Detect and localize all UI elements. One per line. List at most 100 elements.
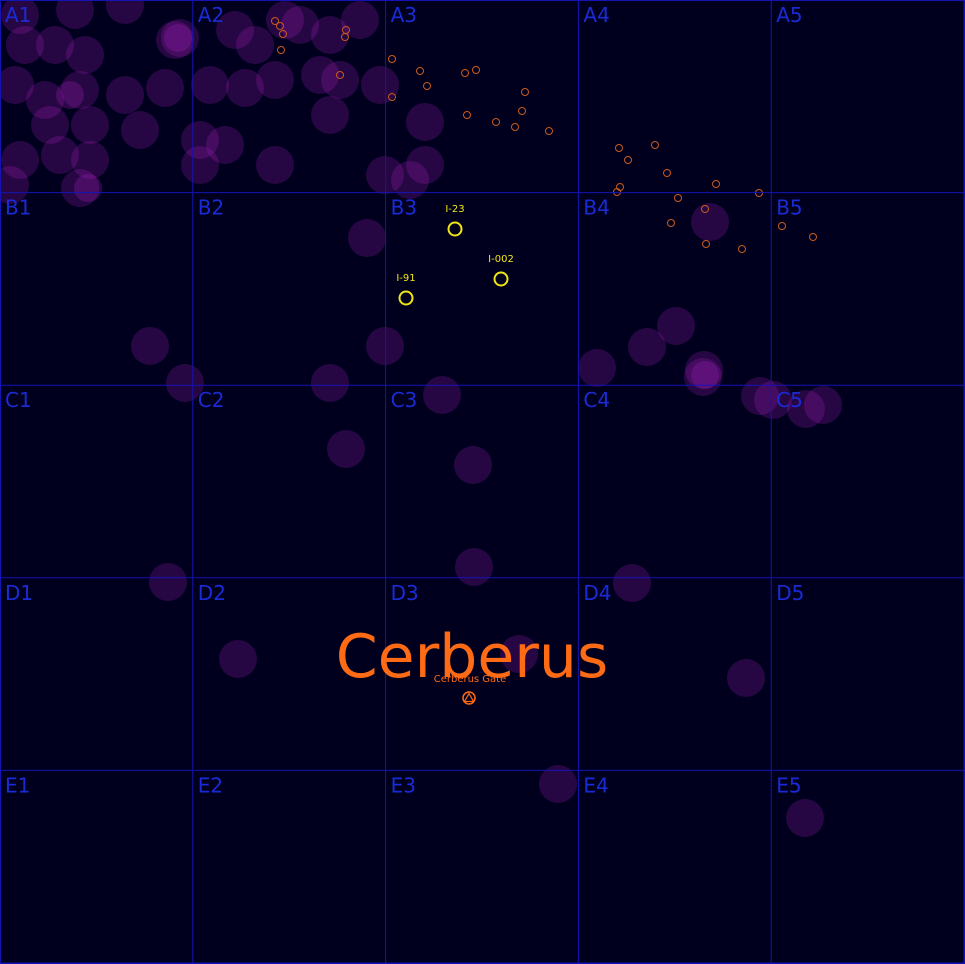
nebula-cloud xyxy=(301,56,339,94)
nebula-cloud xyxy=(684,358,722,396)
grid-cell-label: D5 xyxy=(776,581,804,605)
grid-cell-label: E1 xyxy=(5,773,30,797)
grid-cell-label: B3 xyxy=(391,196,417,220)
grid-label-layer: A1 A2 A3 A4 A5 B1 B2 B3 B4 B5 C1 C2 C3 C4 C5 D1 D2 D3 D4 D5… xyxy=(5,3,804,797)
grid-cell-label: D3 xyxy=(391,581,419,605)
nebula-cloud xyxy=(539,765,577,803)
nebula-cloud xyxy=(161,19,199,57)
star-marker xyxy=(511,123,519,131)
interest-point-marker xyxy=(447,221,463,237)
nebula-cloud xyxy=(219,640,257,678)
grid-cell-label: B2 xyxy=(198,196,224,220)
nebula-cloud xyxy=(281,6,319,44)
gate[interactable]: Cerberus Gate xyxy=(434,674,507,705)
grid-cell-label: E3 xyxy=(391,773,416,797)
nebula-cloud xyxy=(455,548,493,586)
nebula-cloud xyxy=(0,66,34,104)
nebula-cloud xyxy=(741,377,779,415)
nebula-cloud xyxy=(366,327,404,365)
nebula-cloud xyxy=(31,106,69,144)
star-marker xyxy=(738,245,746,253)
interest-point-marker xyxy=(398,290,414,306)
star-marker xyxy=(702,240,710,248)
nebula-cloud xyxy=(454,446,492,484)
nebula-cloud xyxy=(181,146,219,184)
grid-cell-label: A2 xyxy=(198,3,224,27)
nebula-cloud xyxy=(26,81,64,119)
nebula-cloud xyxy=(727,659,765,697)
nebula-cloud xyxy=(131,327,169,365)
interest-point[interactable]: I-91 xyxy=(396,273,416,306)
star-marker xyxy=(277,46,285,54)
nebula-cloud xyxy=(66,36,104,74)
nebula-cloud xyxy=(691,203,729,241)
nebula-cloud xyxy=(423,376,461,414)
nebula-cloud xyxy=(216,11,254,49)
nebula-cloud xyxy=(754,381,792,419)
star-marker xyxy=(423,82,431,90)
star-marker xyxy=(492,118,500,126)
nebula-cloud xyxy=(1,141,39,179)
interest-point[interactable]: I-23 xyxy=(445,204,465,237)
star-marker xyxy=(388,93,396,101)
nebula-cloud xyxy=(391,161,429,199)
interest-point[interactable]: I-002 xyxy=(488,254,514,287)
nebula-cloud xyxy=(146,69,184,107)
star-marker xyxy=(279,30,287,38)
star-marker xyxy=(545,127,553,135)
nebula-cloud xyxy=(685,351,723,389)
nebula-cloud xyxy=(500,635,538,673)
star-marker xyxy=(778,222,786,230)
star-marker xyxy=(463,111,471,119)
grid-cell-label: E4 xyxy=(583,773,608,797)
star-marker xyxy=(667,219,675,227)
grid-cell-label: D4 xyxy=(583,581,611,605)
grid-cell-label: C2 xyxy=(198,388,225,412)
nebula-cloud xyxy=(256,146,294,184)
nebula-cloud xyxy=(628,328,666,366)
nebula-core xyxy=(164,24,192,52)
star-marker xyxy=(472,66,480,74)
grid-cell-label: D1 xyxy=(5,581,33,605)
interest-point-marker xyxy=(493,271,509,287)
nebula-cloud xyxy=(366,156,404,194)
grid-cell-label: A1 xyxy=(5,3,31,27)
nebula-cloud xyxy=(106,0,144,24)
nebula-cloud xyxy=(0,166,29,204)
nebula-cloud xyxy=(311,96,349,134)
interest-point-layer: I-23 I-002 I-91 xyxy=(396,204,514,306)
grid-cell-label: C5 xyxy=(776,388,803,412)
star-marker xyxy=(701,205,709,213)
nebula-cloud xyxy=(311,16,349,54)
nebula-cloud xyxy=(786,799,824,837)
star-marker xyxy=(388,55,396,63)
grid-cell-label: D2 xyxy=(198,581,226,605)
region-name: Cerberus xyxy=(336,622,608,692)
nebula-cloud xyxy=(6,26,44,64)
star-marker xyxy=(521,88,529,96)
grid-cell-label: A4 xyxy=(583,3,609,27)
grid-cell-label: E2 xyxy=(198,773,223,797)
nebula-cloud xyxy=(657,307,695,345)
grid-cell-label: C4 xyxy=(583,388,610,412)
star-marker xyxy=(663,169,671,177)
gate-label: Cerberus Gate xyxy=(434,674,507,685)
nebula-cloud xyxy=(327,430,365,468)
star-marker xyxy=(809,233,817,241)
grid-cell-label: A3 xyxy=(391,3,417,27)
nebula-cloud xyxy=(206,126,244,164)
nebula-core xyxy=(691,361,719,389)
nebula-cloud xyxy=(149,563,187,601)
nebula-cloud xyxy=(266,1,304,39)
grid-cell-label: B4 xyxy=(583,196,609,220)
nebula-cloud xyxy=(191,66,229,104)
interest-point-label: I-91 xyxy=(396,273,415,284)
nebula-cloud xyxy=(121,111,159,149)
nebula-cloud xyxy=(321,61,359,99)
nebula-cloud xyxy=(256,61,294,99)
star-layer xyxy=(271,17,817,253)
star-marker xyxy=(613,188,621,196)
star-marker xyxy=(624,156,632,164)
